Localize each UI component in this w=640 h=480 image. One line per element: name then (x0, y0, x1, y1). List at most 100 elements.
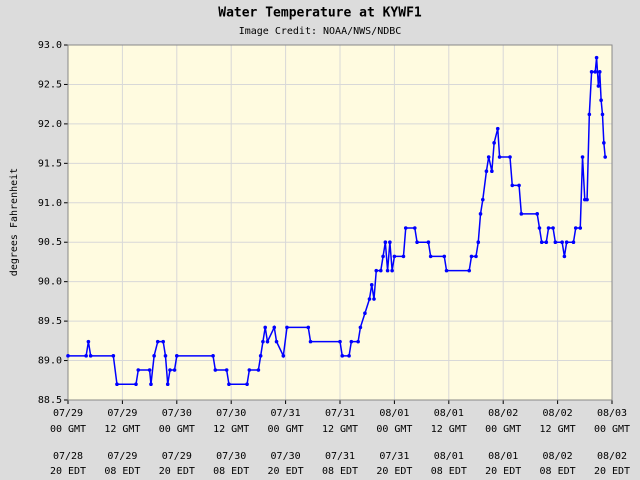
data-point (347, 354, 351, 358)
x-tick-edt-date: 07/31 (325, 451, 355, 462)
x-tick-edt-time: 20 EDT (268, 466, 304, 477)
x-tick-label: 08/03 (597, 408, 627, 419)
data-point (168, 368, 172, 372)
x-tick-label: 07/30 (162, 408, 192, 419)
data-point (374, 268, 379, 273)
data-point (413, 226, 417, 230)
data-point (136, 368, 141, 372)
x-tick-edt-date: 08/01 (434, 451, 464, 462)
data-point (428, 254, 433, 259)
data-point (272, 325, 277, 330)
x-tick-time: 00 GMT (159, 424, 195, 435)
data-point (593, 70, 598, 74)
data-point (372, 297, 376, 301)
x-tick-time: 12 GMT (104, 424, 140, 435)
y-tick-label: 89.5 (38, 316, 62, 327)
x-tick-edt-date: 07/30 (271, 451, 301, 462)
data-point (388, 240, 392, 245)
data-point (265, 339, 270, 344)
x-tick-edt-date: 07/30 (216, 451, 246, 462)
data-point (535, 212, 539, 216)
data-point (544, 240, 549, 245)
data-point (492, 141, 496, 145)
data-point (497, 155, 502, 159)
data-point (484, 169, 489, 174)
data-point (258, 354, 263, 358)
x-tick-edt-time: 08 EDT (322, 466, 358, 477)
data-point (161, 339, 165, 344)
data-point (444, 268, 449, 273)
x-tick-edt-date: 07/29 (107, 451, 137, 462)
data-point (285, 325, 289, 330)
y-tick-label: 90.5 (38, 237, 62, 248)
y-tick-label: 93.0 (38, 40, 62, 51)
x-tick-edt-time: 20 EDT (159, 466, 195, 477)
x-tick-label: 07/31 (325, 408, 355, 419)
x-tick-edt-time: 20 EDT (594, 466, 630, 477)
data-point (381, 254, 385, 259)
data-point (603, 155, 607, 159)
data-point (383, 240, 388, 245)
data-point (211, 354, 215, 358)
x-tick-edt-time: 08 EDT (540, 466, 576, 477)
y-tick-label: 92.5 (38, 79, 62, 90)
data-point (564, 240, 569, 245)
x-tick-edt-date: 07/31 (379, 451, 409, 462)
x-tick-time: 12 GMT (540, 424, 576, 435)
data-point (224, 368, 229, 372)
x-tick-label: 07/29 (53, 408, 83, 419)
data-point (560, 240, 564, 245)
data-point (281, 354, 286, 358)
data-point (486, 155, 491, 159)
x-tick-edt-time: 08 EDT (431, 466, 467, 477)
data-point (274, 339, 279, 344)
x-tick-edt-date: 07/29 (162, 451, 192, 462)
y-tick-label: 91.0 (38, 198, 62, 209)
chart-subtitle: Image Credit: NOAA/NWS/NDBC (239, 26, 402, 37)
data-point (546, 226, 551, 230)
data-point (385, 268, 390, 273)
data-point (596, 84, 601, 88)
x-tick-label: 07/29 (107, 408, 137, 419)
x-tick-edt-date: 08/02 (597, 451, 627, 462)
data-point (261, 339, 265, 344)
x-tick-time: 00 GMT (50, 424, 86, 435)
data-point (597, 70, 602, 74)
data-point (467, 268, 472, 273)
data-point (585, 197, 589, 202)
data-point (553, 240, 558, 245)
y-tick-label: 90.0 (38, 277, 62, 288)
y-tick-label: 88.5 (38, 395, 62, 406)
x-tick-time: 12 GMT (431, 424, 467, 435)
data-point (369, 283, 374, 287)
x-tick-edt-time: 08 EDT (104, 466, 140, 477)
data-point (247, 368, 252, 372)
data-point (115, 382, 119, 387)
data-point (263, 325, 268, 330)
data-point (66, 354, 70, 358)
data-point (469, 254, 474, 259)
data-point (134, 382, 138, 387)
data-point (519, 212, 524, 216)
data-point (84, 354, 88, 358)
data-point (165, 382, 170, 387)
data-point (358, 325, 363, 330)
data-point (539, 240, 544, 245)
x-tick-edt-time: 20 EDT (376, 466, 412, 477)
data-point (363, 311, 367, 316)
x-tick-edt-time: 20 EDT (485, 466, 521, 477)
data-point (571, 240, 576, 245)
x-tick-label: 08/01 (434, 408, 464, 419)
x-tick-edt-time: 08 EDT (213, 466, 249, 477)
data-point (147, 368, 152, 372)
data-point (587, 112, 592, 117)
y-axis-label: degrees Fahrenheit (9, 168, 20, 276)
x-tick-label: 07/30 (216, 408, 246, 419)
data-point (599, 98, 603, 103)
x-tick-edt-date: 07/28 (53, 451, 83, 462)
x-tick-label: 08/02 (488, 408, 518, 419)
data-point (481, 197, 485, 202)
data-point (517, 183, 521, 188)
x-tick-label: 08/01 (379, 408, 409, 419)
data-point (562, 254, 567, 259)
